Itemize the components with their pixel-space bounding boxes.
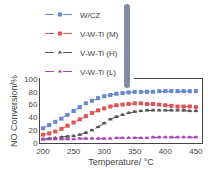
svg-text:Temperature/ °C: Temperature/ °C	[88, 157, 154, 167]
svg-text:40: 40	[28, 113, 37, 122]
svg-text:350: 350	[128, 147, 142, 156]
svg-text:100: 100	[24, 75, 38, 84]
svg-text:300: 300	[98, 147, 112, 156]
svg-text:60: 60	[28, 100, 37, 109]
svg-text:V-W-Ti (M): V-W-Ti (M)	[80, 30, 119, 39]
svg-text:V-W-Ti (L): V-W-Ti (L)	[80, 68, 116, 77]
svg-text:NO Conversion/%: NO Conversion/%	[9, 75, 19, 147]
svg-text:450: 450	[189, 147, 203, 156]
svg-text:V-W-Ti (H): V-W-Ti (H)	[80, 49, 118, 58]
svg-text:80: 80	[28, 88, 37, 97]
svg-text:0: 0	[33, 139, 38, 148]
svg-text:250: 250	[67, 147, 81, 156]
svg-text:20: 20	[28, 126, 37, 135]
svg-text:200: 200	[36, 147, 50, 156]
svg-text:400: 400	[159, 147, 173, 156]
svg-text:W/CZ: W/CZ	[80, 11, 101, 20]
